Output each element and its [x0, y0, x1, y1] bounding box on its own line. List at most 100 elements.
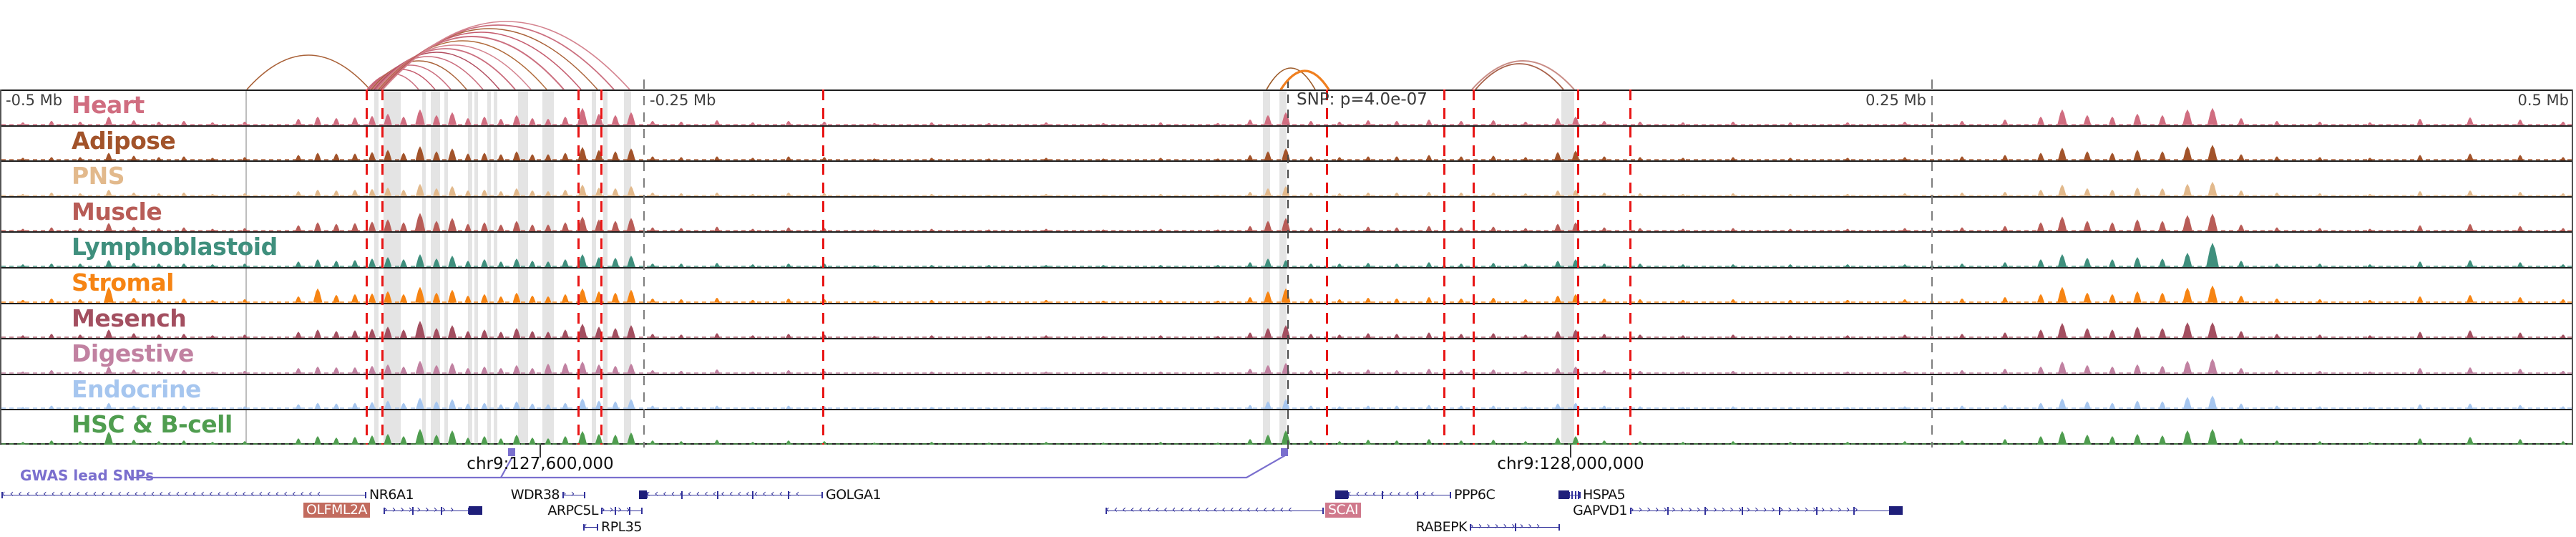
signal-peak	[512, 115, 521, 125]
signal-peak	[929, 122, 935, 125]
signal-peak	[1264, 401, 1272, 410]
signal-peak	[1337, 299, 1342, 303]
red-dashed-line	[577, 90, 580, 445]
lead-snp-marker	[1281, 448, 1288, 456]
gene-end-tick	[1450, 492, 1451, 498]
signal-peak	[333, 117, 340, 125]
signal-peak	[872, 372, 877, 374]
signal-peak	[2238, 331, 2245, 339]
signal-peak	[2238, 437, 2245, 445]
signal-peak	[750, 122, 756, 125]
signal-peak	[180, 334, 187, 339]
signal-peak	[1730, 157, 1736, 161]
signal-peak	[384, 326, 392, 339]
signal-peak	[295, 261, 302, 267]
signal-peak	[611, 151, 620, 161]
signal-peak	[1637, 406, 1643, 410]
signal-peak	[1365, 297, 1372, 303]
signal-peak	[529, 437, 536, 445]
signal-peak	[1282, 362, 1290, 374]
signal-peak	[1101, 264, 1106, 267]
signal-peak	[49, 192, 54, 196]
signal-peak	[1572, 402, 1579, 410]
signal-peak	[1393, 334, 1400, 339]
signal-peak	[497, 154, 504, 161]
signal-peak	[156, 334, 162, 339]
signal-peak	[1601, 192, 1607, 196]
signal-peak	[2367, 335, 2373, 339]
signal-peak	[2037, 153, 2044, 161]
signal-peak	[678, 440, 684, 445]
signal-peak	[561, 116, 570, 125]
signal-peak	[713, 297, 721, 303]
signal-peak	[416, 183, 424, 196]
gene-label-nr6a1: NR6A1	[369, 487, 414, 503]
exon-tick	[615, 507, 617, 515]
signal-peak	[1246, 155, 1254, 161]
signal-peak	[2058, 398, 2067, 410]
signal-peak	[2238, 154, 2245, 161]
signal-peak	[678, 406, 684, 410]
signal-peak	[2133, 113, 2142, 125]
signal-peak	[821, 370, 827, 374]
signal-peak	[400, 153, 407, 161]
signal-peak	[295, 118, 302, 125]
signal-peak	[1571, 329, 1580, 339]
exon-tick	[1571, 491, 1574, 499]
signal-peak	[2183, 397, 2192, 410]
signal-peak	[1215, 407, 1221, 410]
gene-end-tick	[1347, 492, 1349, 498]
signal-peak	[872, 264, 877, 267]
signal-peak	[627, 148, 635, 161]
signal-peak	[529, 367, 536, 374]
signal-peak	[2274, 192, 2280, 196]
signal-peak	[1425, 155, 1433, 161]
signal-peak	[210, 407, 215, 410]
signal-peak	[131, 192, 137, 196]
signal-peak	[2084, 188, 2091, 196]
signal-peak	[1490, 155, 1497, 161]
signal-peak	[2001, 405, 2009, 410]
signal-peak	[545, 296, 552, 303]
gene-end-tick	[384, 508, 385, 514]
signal-peak	[48, 334, 55, 339]
signal-peak	[2273, 334, 2280, 339]
signal-peak	[2108, 222, 2117, 232]
signal-peak	[2517, 119, 2524, 125]
gene-label-hspa5: HSPA5	[1583, 487, 1626, 503]
signal-peak	[295, 155, 302, 161]
signal-peak	[2560, 370, 2566, 374]
signal-peak	[2317, 440, 2323, 445]
signal-peak	[130, 297, 137, 303]
signal-peak	[1680, 441, 1686, 445]
signal-peak	[562, 258, 569, 267]
signal-peak	[1490, 333, 1497, 339]
signal-peak	[1307, 440, 1314, 445]
gene-line-scai: ‹‹‹‹‹‹‹‹‹‹‹‹‹‹‹‹‹‹‹‹‹‹‹	[1106, 503, 1324, 518]
signal-peak	[1158, 441, 1163, 445]
gene-end-tick	[1579, 492, 1581, 498]
signal-peak	[242, 370, 248, 374]
signal-peak	[929, 371, 935, 374]
signal-peak	[295, 332, 302, 339]
signal-peak	[20, 122, 26, 125]
signal-peak	[2517, 296, 2524, 303]
signal-peak	[649, 120, 656, 125]
signal-peak	[821, 263, 827, 267]
gene-end-tick	[365, 492, 366, 498]
signal-peak	[1043, 335, 1049, 339]
signal-peak	[464, 260, 472, 267]
signal-peak	[295, 225, 302, 232]
gene-rail	[1630, 510, 1890, 511]
signal-peak	[595, 113, 603, 125]
signal-peak	[48, 120, 55, 125]
signal-peak	[545, 437, 552, 445]
signal-peak	[678, 370, 684, 374]
signal-peak	[872, 122, 877, 125]
gene-end-tick	[1322, 508, 1324, 514]
signal-peak	[1264, 328, 1272, 339]
signal-peak	[384, 400, 392, 410]
strand-direction-chevrons: ‹‹‹‹‹‹‹‹‹‹‹‹‹‹‹‹‹‹‹‹‹‹‹	[1106, 504, 1297, 516]
signal-peak	[1215, 300, 1221, 303]
signal-peak	[1282, 399, 1290, 410]
